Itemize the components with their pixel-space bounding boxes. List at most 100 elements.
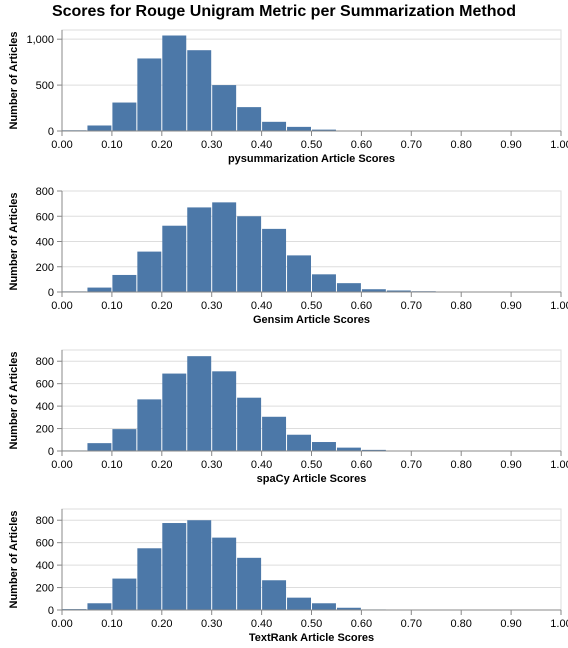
histogram-bar — [87, 443, 112, 451]
x-tick-label: 1.00 — [550, 459, 568, 471]
histogram-bar — [336, 283, 361, 292]
y-tick-label: 0 — [48, 446, 54, 458]
histogram-bar — [262, 416, 287, 451]
x-tick-label: 1.00 — [550, 139, 568, 151]
x-tick-label: 0.70 — [401, 139, 422, 151]
chart-title: Scores for Rouge Unigram Metric per Summ… — [51, 3, 517, 20]
x-tick-label: 0.70 — [401, 618, 422, 630]
histogram-bar — [112, 429, 137, 451]
y-tick-label: 800 — [36, 515, 54, 527]
y-tick-label: 600 — [36, 379, 54, 391]
x-tick-label: 1.00 — [550, 618, 568, 630]
x-tick-label: 0.80 — [450, 459, 471, 471]
histogram-bar — [137, 399, 162, 451]
x-tick-label: 0.40 — [251, 139, 272, 151]
y-axis-title: Number of Articles — [8, 31, 20, 129]
chart-panel-4: 0 200 400 600 800 0.00 0.10 0.20 0.30 0.40 0.50 0.6… — [8, 508, 568, 644]
histogram-bar — [212, 202, 237, 292]
y-tick-label: 600 — [36, 538, 54, 550]
x-tick-label: 0.90 — [500, 459, 521, 471]
y-tick-label: 0 — [48, 287, 54, 299]
y-tick-label: 400 — [36, 401, 54, 413]
y-tick-label: 200 — [36, 583, 54, 595]
x-tick-label: 0.80 — [450, 618, 471, 630]
x-axis-title: TextRank Article Scores — [249, 632, 374, 644]
x-tick-label: 0.20 — [151, 300, 172, 312]
x-tick-label: 0.70 — [401, 300, 422, 312]
histogram-bar — [162, 35, 187, 131]
histogram-bar — [187, 50, 212, 132]
histogram-bar — [212, 85, 237, 131]
histogram-bar — [336, 447, 361, 451]
y-tick-label: 200 — [36, 262, 54, 274]
x-tick-label: 0.50 — [301, 139, 322, 151]
histogram-bar — [237, 557, 262, 610]
x-tick-label: 0.00 — [51, 459, 72, 471]
x-tick-label: 0.80 — [450, 300, 471, 312]
x-tick-label: 0.30 — [201, 300, 222, 312]
x-tick-label: 0.30 — [201, 139, 222, 151]
plot-frame — [61, 508, 562, 611]
histogram-bar — [162, 523, 187, 610]
histogram-bar — [336, 607, 361, 610]
histogram-bar — [361, 449, 386, 451]
histogram-bar — [87, 125, 112, 131]
y-tick-label: 200 — [36, 424, 54, 436]
x-axis-title: pysummarization Article Scores — [228, 153, 395, 165]
x-tick-label: 0.10 — [101, 618, 122, 630]
histogram-bar — [262, 228, 287, 292]
y-tick-label: 500 — [36, 80, 54, 92]
histogram-bar — [237, 216, 262, 292]
x-tick-label: 0.00 — [51, 300, 72, 312]
histogram-bar — [162, 225, 187, 292]
y-axis-title: Number of Articles — [8, 510, 20, 608]
x-tick-label: 0.60 — [351, 139, 372, 151]
x-tick-label: 0.30 — [201, 459, 222, 471]
histogram-bar — [112, 102, 137, 131]
chart-panel-3: 0 200 400 600 800 0.00 0.10 0.20 0.30 0.40 0.50 0.6… — [8, 349, 568, 485]
plot-frame — [61, 349, 562, 452]
histogram-bar — [287, 126, 311, 131]
x-tick-label: 0.20 — [151, 139, 172, 151]
y-tick-label: 400 — [36, 237, 54, 249]
x-tick-label: 0.50 — [301, 618, 322, 630]
y-tick-label: 600 — [36, 211, 54, 223]
x-tick-label: 0.70 — [401, 459, 422, 471]
y-axis-title: Number of Articles — [8, 351, 20, 449]
histogram-bar — [112, 274, 137, 292]
x-tick-label: 0.90 — [500, 139, 521, 151]
histogram-bar — [262, 121, 287, 131]
y-tick-label: 1,000 — [26, 34, 54, 46]
histogram-bar — [312, 442, 336, 451]
x-tick-label: 0.10 — [101, 300, 122, 312]
histogram-bar — [262, 580, 287, 610]
y-tick-label: 400 — [36, 560, 54, 572]
x-tick-label: 0.00 — [51, 618, 72, 630]
x-tick-label: 0.00 — [51, 139, 72, 151]
histogram-bar — [112, 578, 137, 610]
x-tick-label: 1.00 — [550, 300, 568, 312]
histogram-bar — [287, 597, 311, 610]
x-tick-label: 0.60 — [351, 300, 372, 312]
x-tick-label: 0.30 — [201, 618, 222, 630]
histogram-bar — [187, 207, 212, 292]
histogram-bar — [386, 290, 411, 292]
histogram-bar — [361, 289, 386, 292]
x-tick-label: 0.90 — [500, 618, 521, 630]
x-tick-label: 0.40 — [251, 618, 272, 630]
x-tick-label: 0.60 — [351, 459, 372, 471]
histogram-bar — [287, 434, 311, 451]
histogram-bar — [137, 251, 162, 292]
x-tick-label: 0.40 — [251, 300, 272, 312]
histogram-bar — [287, 255, 311, 292]
x-axis-title: spaCy Article Scores — [257, 473, 367, 485]
histogram-bar — [137, 548, 162, 610]
histogram-bar — [87, 287, 112, 292]
x-tick-label: 0.40 — [251, 459, 272, 471]
x-axis-title: Gensim Article Scores — [253, 314, 370, 326]
histogram-bar — [87, 603, 112, 610]
y-tick-label: 800 — [36, 186, 54, 198]
y-tick-label: 800 — [36, 356, 54, 368]
histogram-bar — [212, 371, 237, 451]
